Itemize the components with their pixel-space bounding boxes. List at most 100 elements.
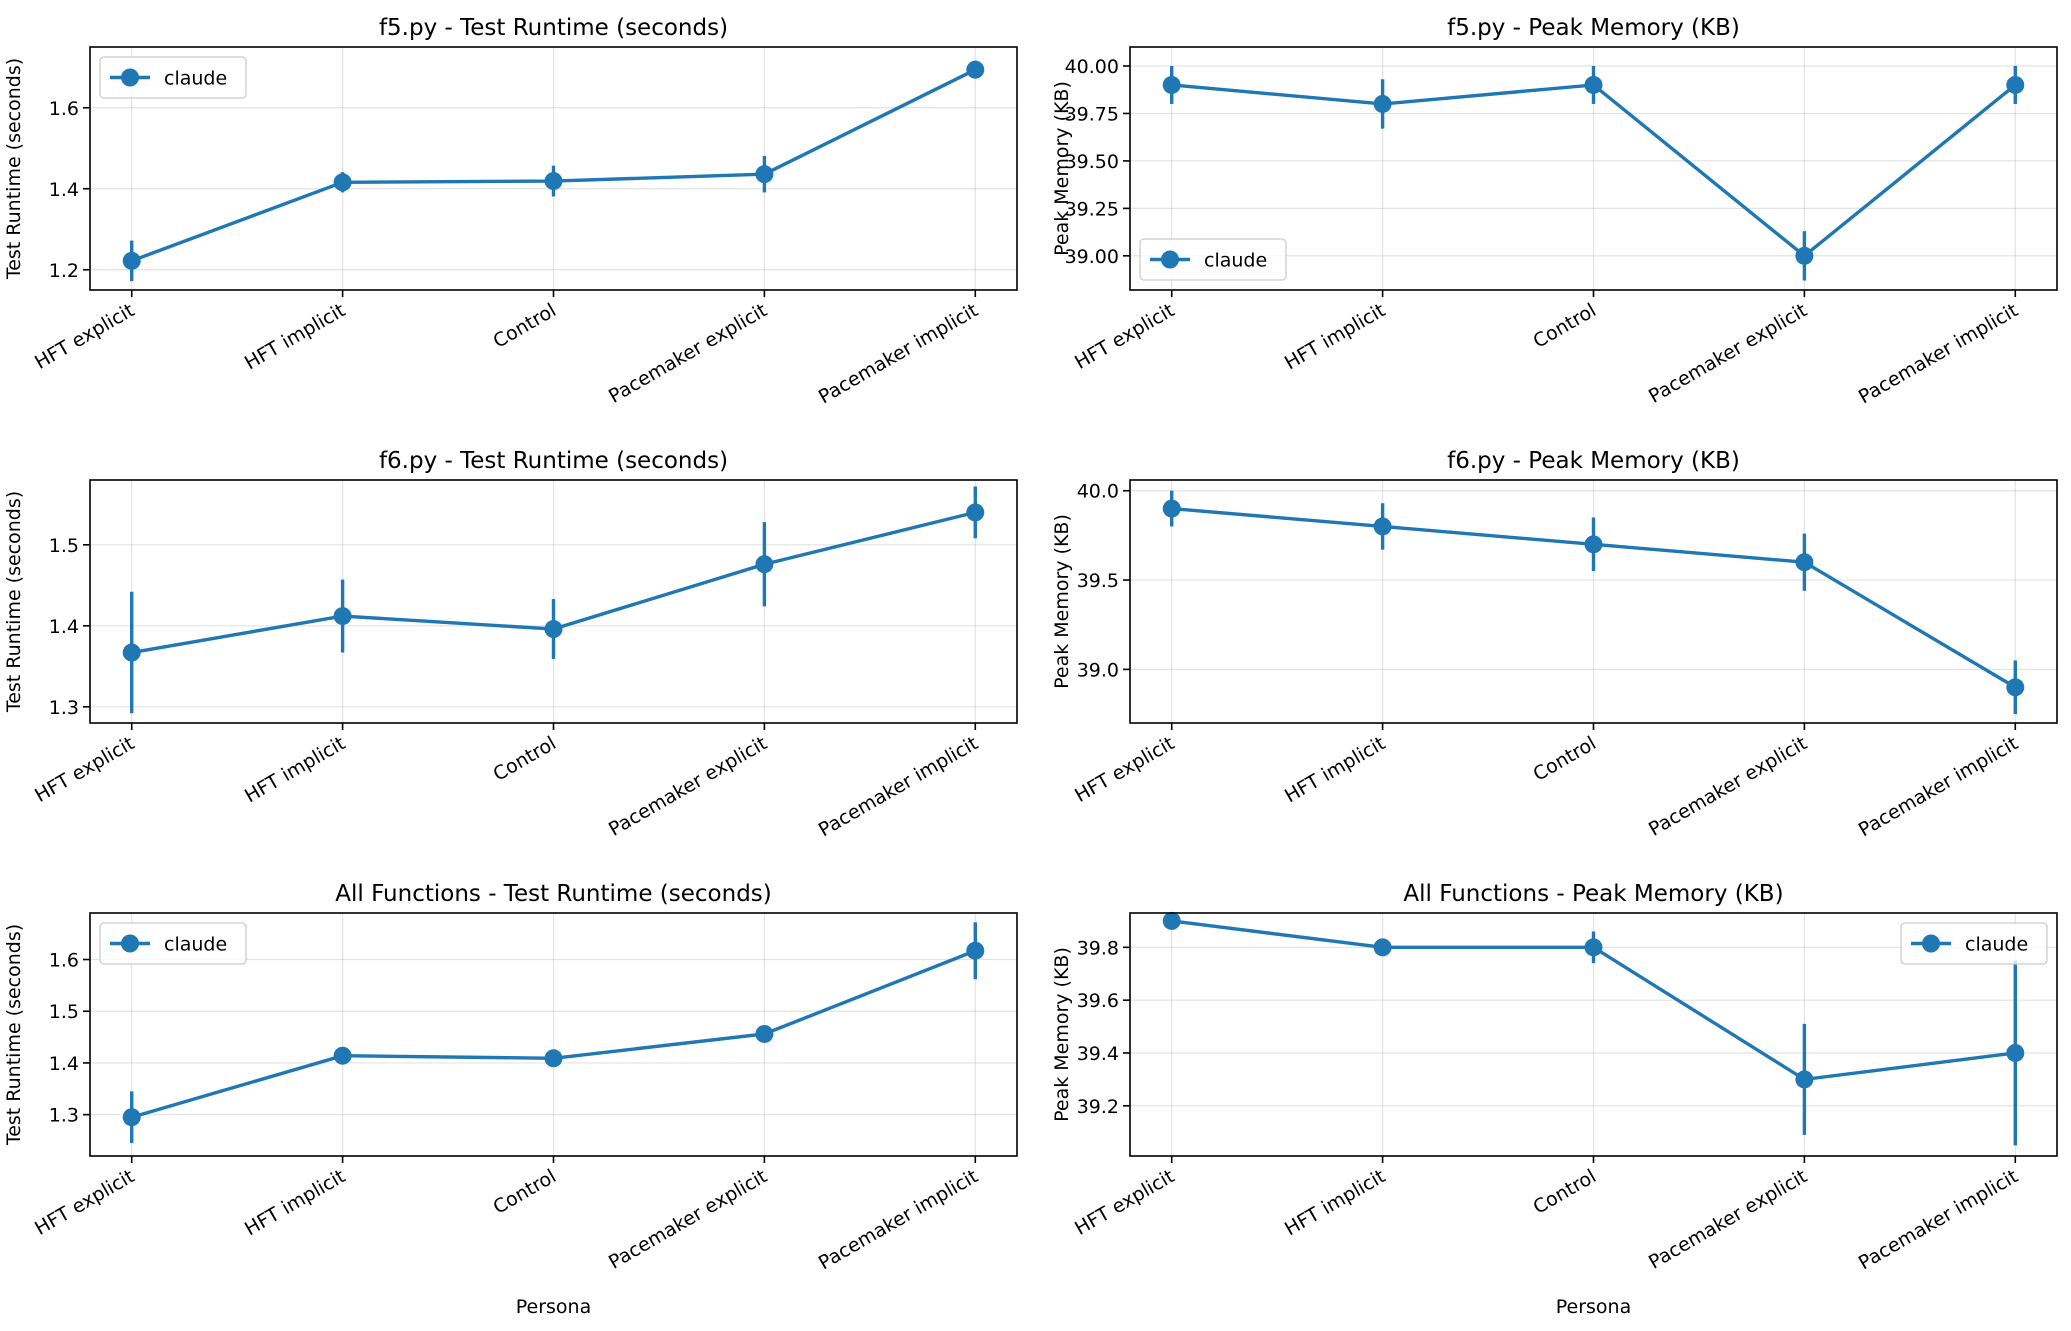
x-tick-label: Control (1530, 299, 1600, 352)
chart-title: f6.py - Test Runtime (seconds) (379, 448, 728, 474)
plot-frame (1129, 46, 2058, 291)
plot-frame (89, 46, 1018, 291)
data-point (122, 1108, 141, 1127)
y-axis-label: Peak Memory (KB) (1051, 947, 1073, 1122)
y-tick-label: 39.25 (1065, 198, 1119, 220)
chart-panel-0: 1.2 1.4 1.6 HFT explicit HFT implicit Control… (3, 15, 1018, 408)
x-tick-label: Pacemaker implicit (1855, 732, 2022, 841)
data-point (1584, 938, 1603, 957)
data-point (2006, 75, 2025, 94)
data-point (966, 60, 985, 79)
y-tick-label: 39.4 (1077, 1043, 1119, 1065)
data-point (966, 941, 985, 960)
data-point (755, 165, 774, 184)
x-tick-label: Control (490, 299, 560, 352)
chart-panel-4: 1.3 1.4 1.5 1.6 HFT explicit HFT implicit Cont… (3, 881, 1018, 1318)
data-point (966, 503, 985, 522)
chart-title: All Functions - Test Runtime (seconds) (335, 881, 772, 907)
y-axis-label: Peak Memory (KB) (1051, 81, 1073, 256)
y-axis-label: Peak Memory (KB) (1051, 514, 1073, 689)
data-point (1162, 75, 1181, 94)
x-tick-label: Control (1530, 732, 1600, 785)
legend-box (1139, 238, 1287, 281)
x-tick-label: Pacemaker explicit (605, 299, 771, 407)
legend-label: claude (1204, 250, 1267, 272)
chart-panel-1: 39.00 39.25 39.50 39.75 40.00 HFT explicit HFT… (1051, 15, 2058, 408)
data-point (1795, 246, 1814, 265)
chart-panel-5: 39.2 39.4 39.6 39.8 HFT explicit HFT implicit… (1051, 881, 2058, 1318)
x-tick-label: HFT explicit (1071, 732, 1178, 807)
legend-marker (121, 934, 139, 953)
x-tick-label: Pacemaker explicit (1645, 732, 1811, 840)
x-tick-label: Pacemaker implicit (815, 732, 982, 841)
data-point (544, 620, 563, 639)
y-tick-label: 39.0 (1077, 659, 1119, 681)
y-tick-label: 40.00 (1065, 56, 1119, 78)
data-point (122, 643, 141, 662)
chart-title: f6.py - Peak Memory (KB) (1447, 448, 1740, 474)
y-tick-label: 39.6 (1077, 990, 1119, 1012)
x-tick-label: Control (1530, 1165, 1600, 1218)
y-tick-label: 1.5 (49, 1001, 79, 1023)
chart-title: f5.py - Test Runtime (seconds) (379, 15, 728, 41)
y-tick-label: 39.00 (1065, 246, 1119, 268)
plot-frame (89, 912, 1018, 1157)
plot-frame (1129, 912, 2058, 1157)
x-tick-label: HFT implicit (241, 732, 349, 807)
data-point (1795, 1070, 1814, 1089)
y-tick-label: 39.5 (1077, 570, 1119, 592)
x-tick-label: HFT explicit (31, 1165, 138, 1240)
y-axis-label: Test Runtime (seconds) (3, 924, 25, 1146)
x-tick-label: Pacemaker implicit (1855, 1165, 2022, 1274)
legend-box (99, 922, 247, 965)
data-point (333, 173, 352, 192)
y-tick-label: 1.4 (49, 616, 79, 638)
data-point (1162, 911, 1181, 930)
legend-marker (1922, 934, 1940, 953)
x-tick-label: Pacemaker implicit (815, 299, 982, 408)
x-axis-label: Persona (1556, 1296, 1632, 1318)
data-point (1373, 938, 1392, 957)
data-point (1795, 553, 1814, 572)
y-tick-label: 1.3 (49, 1105, 79, 1127)
chart-title: All Functions - Peak Memory (KB) (1403, 881, 1783, 907)
x-tick-label: HFT explicit (31, 299, 138, 374)
y-tick-label: 39.8 (1077, 937, 1119, 959)
x-tick-label: Pacemaker explicit (1645, 299, 1811, 407)
y-tick-label: 1.4 (49, 179, 79, 201)
legend-label: claude (164, 68, 227, 90)
data-point (544, 172, 563, 191)
chart-title: f5.py - Peak Memory (KB) (1447, 15, 1740, 41)
y-axis-label: Test Runtime (seconds) (3, 491, 25, 713)
x-tick-label: Pacemaker explicit (605, 732, 771, 840)
y-tick-label: 1.6 (49, 98, 79, 120)
x-axis-label: Persona (516, 1296, 592, 1318)
y-tick-label: 1.5 (49, 535, 79, 557)
data-point (2006, 678, 2025, 697)
y-axis-label: Test Runtime (seconds) (3, 58, 25, 280)
x-tick-label: Control (490, 732, 560, 785)
plot-frame (89, 479, 1018, 724)
legend: claude (1139, 238, 1287, 281)
legend-box (99, 56, 247, 99)
x-tick-label: Pacemaker implicit (1855, 299, 2022, 408)
legend-label: claude (164, 934, 227, 956)
y-tick-label: 40.0 (1077, 481, 1119, 503)
y-tick-label: 39.2 (1077, 1096, 1119, 1118)
data-point (2006, 1043, 2025, 1062)
x-tick-label: HFT implicit (1281, 1165, 1389, 1240)
legend: claude (99, 56, 247, 99)
data-point (755, 555, 774, 574)
x-tick-label: HFT implicit (241, 299, 349, 374)
x-tick-label: Pacemaker implicit (815, 1165, 982, 1274)
legend: claude (99, 922, 247, 965)
y-tick-label: 1.6 (49, 950, 79, 972)
legend: claude (1900, 922, 2048, 965)
chart-panel-2: 1.3 1.4 1.5 HFT explicit HFT implicit Control… (3, 448, 1018, 841)
x-tick-label: HFT implicit (1281, 732, 1389, 807)
data-point (755, 1024, 774, 1043)
data-point (1584, 535, 1603, 554)
y-tick-label: 1.2 (49, 260, 79, 282)
x-tick-label: HFT implicit (1281, 299, 1389, 374)
